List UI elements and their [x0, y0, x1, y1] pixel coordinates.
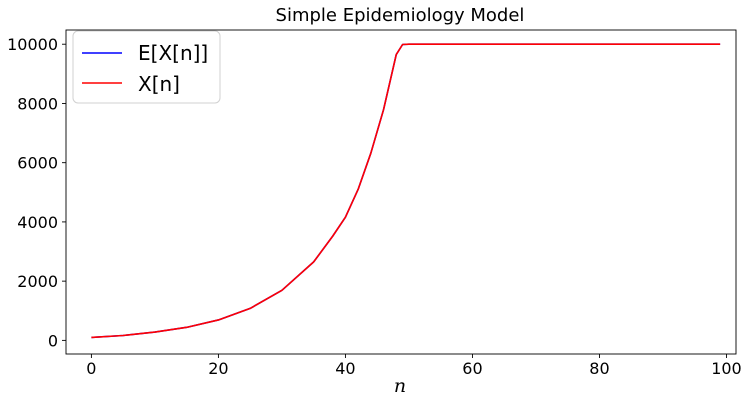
- y-tick-label: 0: [48, 331, 58, 350]
- chart-title: Simple Epidemiology Model: [276, 5, 525, 26]
- x-tick-label: 60: [462, 359, 482, 378]
- x-axis-label: n: [394, 375, 406, 397]
- x-tick-label: 100: [711, 359, 741, 378]
- plot-frame: [65, 29, 737, 355]
- x-tick-label: 20: [208, 359, 228, 378]
- y-tick-label: 4000: [17, 213, 58, 232]
- y-tick-label: 6000: [17, 154, 58, 173]
- x-tick-label: 80: [589, 359, 609, 378]
- x-tick-label: 40: [335, 359, 355, 378]
- y-tick-label: 8000: [17, 94, 58, 113]
- x-tick-label: 0: [86, 359, 96, 378]
- legend-frame: [72, 30, 221, 104]
- series-line-2: [91, 43, 721, 339]
- y-tick-label: 2000: [17, 272, 58, 291]
- legend: E[X[n]] X[n]: [72, 30, 221, 104]
- y-tick-label: 10000: [7, 35, 58, 54]
- axes-layer: 0 20 40 60 80 100 0 2000 4000 6000 8000 10000: [7, 29, 741, 378]
- series-layer: [91, 43, 721, 339]
- legend-label-series-1: E[X[n]]: [138, 41, 208, 65]
- legend-label-series-2: X[n]: [138, 72, 180, 96]
